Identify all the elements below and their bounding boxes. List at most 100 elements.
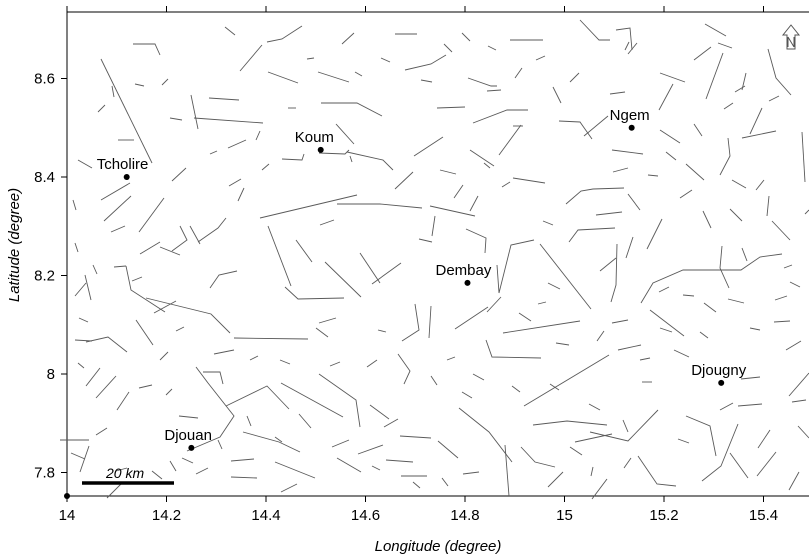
lineament bbox=[346, 151, 394, 171]
lineament bbox=[412, 481, 421, 489]
lineament bbox=[380, 57, 391, 63]
x-tick-label: 14.6 bbox=[351, 507, 380, 524]
lineament bbox=[113, 265, 127, 268]
lineament bbox=[804, 209, 809, 215]
lineament bbox=[171, 167, 187, 182]
lineament bbox=[504, 444, 510, 497]
lineament bbox=[703, 302, 717, 313]
lineament bbox=[135, 319, 154, 346]
lineament bbox=[467, 77, 497, 87]
lineament bbox=[437, 440, 459, 459]
lineament bbox=[731, 179, 747, 189]
lineament bbox=[274, 436, 283, 443]
lineament bbox=[537, 301, 547, 305]
lineament bbox=[535, 55, 546, 61]
lineament bbox=[542, 220, 554, 226]
lineament bbox=[298, 413, 312, 429]
y-tick-label: 8.2 bbox=[34, 268, 55, 285]
lineament bbox=[267, 225, 292, 287]
lineament bbox=[693, 46, 712, 61]
lineament bbox=[329, 361, 341, 367]
lineament bbox=[673, 349, 690, 358]
lineament bbox=[637, 455, 677, 487]
lineament bbox=[125, 265, 166, 313]
lineament bbox=[737, 403, 763, 407]
lineament-lines bbox=[60, 19, 809, 500]
lineament bbox=[242, 431, 301, 453]
lineament bbox=[774, 295, 788, 301]
lineament bbox=[665, 151, 677, 161]
lineament bbox=[693, 123, 703, 137]
y-tick-label: 7.8 bbox=[34, 465, 55, 482]
lineament bbox=[85, 336, 128, 353]
lineament bbox=[723, 102, 734, 110]
lineament bbox=[612, 167, 629, 173]
lineament bbox=[139, 241, 161, 255]
x-tick-label: 14.8 bbox=[450, 507, 479, 524]
lineament bbox=[766, 195, 770, 217]
lineament bbox=[159, 351, 169, 361]
lineament bbox=[611, 149, 644, 155]
lineament bbox=[116, 391, 130, 411]
scale-bar: 20 km bbox=[82, 465, 174, 485]
lineament bbox=[321, 102, 383, 117]
lineament bbox=[336, 457, 362, 473]
lineament bbox=[335, 123, 355, 145]
town-label: Ngem bbox=[610, 107, 650, 124]
town-marker bbox=[628, 124, 635, 131]
lineament bbox=[705, 52, 724, 100]
lineament bbox=[443, 43, 453, 53]
lineament bbox=[579, 19, 610, 41]
lineament bbox=[138, 384, 153, 389]
lineament bbox=[78, 317, 89, 323]
axis-tick-labels: 14 14.2 14.4 14.6 14.8 15 15.2 15.4 7.8 8 8.2 8.4 8.… bbox=[34, 71, 778, 525]
lineament bbox=[719, 402, 734, 411]
lineament bbox=[190, 94, 199, 130]
lineament bbox=[181, 457, 194, 464]
lineament bbox=[596, 330, 605, 342]
lineament bbox=[349, 155, 353, 163]
lineament bbox=[682, 294, 695, 297]
lineament bbox=[259, 194, 358, 219]
lineament bbox=[92, 264, 98, 275]
lineament bbox=[617, 344, 642, 351]
lineament bbox=[145, 297, 231, 334]
lineament bbox=[111, 85, 115, 98]
lineament bbox=[394, 171, 414, 190]
lineament bbox=[224, 26, 236, 36]
town-label: Koum bbox=[295, 129, 334, 146]
lineament bbox=[659, 327, 673, 333]
plot-frame bbox=[66, 11, 809, 497]
town-label: Dembay bbox=[435, 262, 491, 279]
lineament bbox=[462, 471, 480, 475]
lineament bbox=[729, 208, 743, 222]
lineament bbox=[383, 418, 399, 428]
origin-marker bbox=[64, 493, 70, 499]
lineament bbox=[701, 423, 739, 482]
towns-layer: Koum Ngem Tcholire Dembay Djougny Djouan bbox=[64, 107, 747, 499]
lineament bbox=[255, 130, 261, 141]
lineament bbox=[518, 312, 532, 322]
town-label: Djouan bbox=[164, 427, 212, 444]
lineament bbox=[159, 246, 181, 256]
lineament bbox=[95, 375, 117, 399]
lineament bbox=[486, 89, 502, 92]
lineament bbox=[555, 342, 570, 346]
lineament bbox=[110, 225, 126, 233]
lineament bbox=[771, 220, 791, 241]
lineament bbox=[197, 217, 227, 243]
lineament bbox=[788, 372, 809, 397]
lineament bbox=[565, 187, 625, 205]
lineament bbox=[501, 181, 511, 188]
lineament bbox=[354, 71, 363, 77]
lineament bbox=[230, 476, 258, 479]
lineament bbox=[609, 91, 626, 95]
lineament bbox=[640, 253, 783, 304]
axis-ticks bbox=[61, 6, 764, 502]
x-tick-label: 14.4 bbox=[251, 507, 280, 524]
lineament bbox=[261, 163, 270, 171]
x-tick-label: 15.4 bbox=[749, 507, 778, 524]
lineament bbox=[189, 225, 201, 245]
lineament bbox=[498, 124, 522, 156]
x-tick-label: 14 bbox=[59, 507, 76, 524]
